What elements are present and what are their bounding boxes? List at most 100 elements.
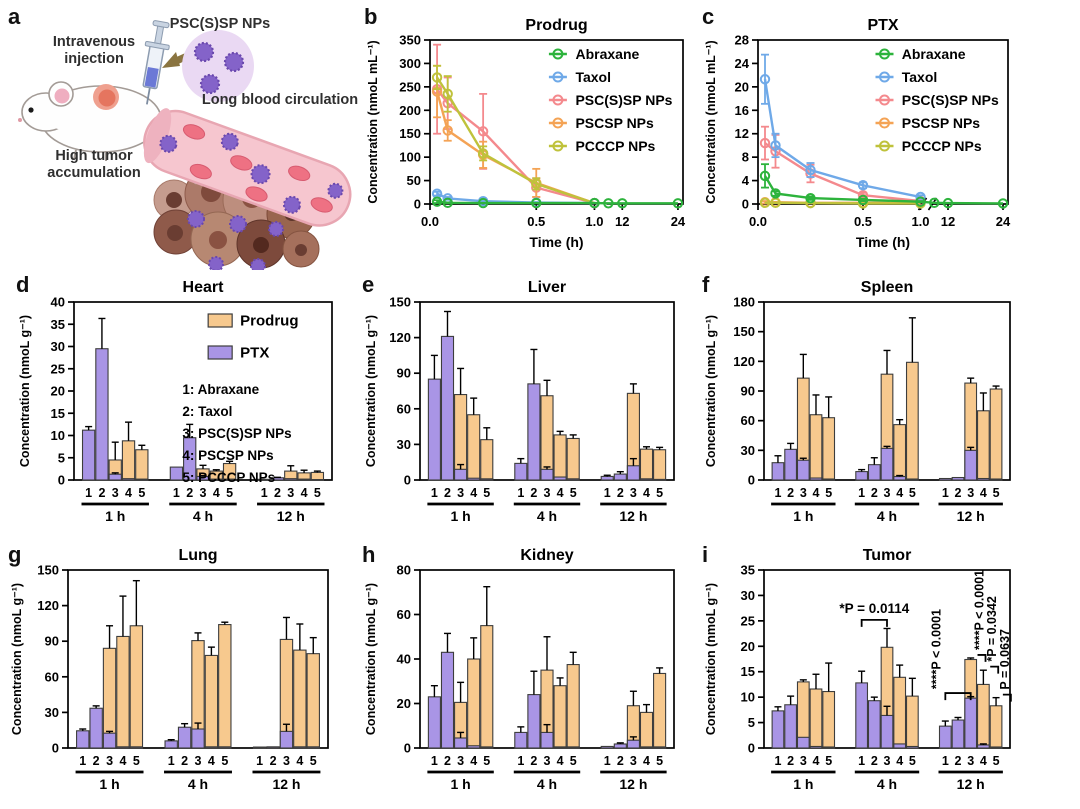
bar-ptx: [440, 335, 455, 481]
legend-swatch: [207, 345, 233, 360]
bar-ptx: [855, 471, 869, 481]
bar-ptx: [514, 462, 528, 481]
y-tick-label: 20: [741, 639, 755, 654]
panel-i-tumor-chart: i Tumor 0 5 10 15 20 25 30 35 Concentration (nmoL…: [700, 542, 1076, 806]
bar-ptx: [164, 740, 178, 749]
x-tick-label: 5: [133, 754, 140, 768]
bar-ptx: [639, 746, 654, 749]
x-tick-label: 1: [431, 754, 438, 768]
x-tick-label: 2: [617, 486, 624, 500]
lung-bar-chart: Lung 0 30 60 90 120 150 Concentration (nmoL g⁻¹…: [10, 547, 329, 792]
bar-prodrug: [653, 449, 667, 481]
bar-ptx: [121, 478, 136, 481]
bar-prodrug: [822, 690, 836, 749]
chart-title: PTX: [867, 17, 898, 34]
y-tick-label: 60: [741, 413, 755, 428]
mouse-nose: [18, 118, 22, 122]
bar-ptx: [89, 707, 103, 749]
x-tick-label: 1: [517, 486, 524, 500]
x-tick-label: 2: [955, 486, 962, 500]
x-tick-label: 24: [671, 214, 686, 229]
x-tick-label: 1: [256, 754, 263, 768]
y-axis-label: Concentration (nmoL mL⁻¹): [366, 40, 380, 203]
bar-ptx: [822, 478, 836, 481]
x-tick-label: 24: [996, 214, 1011, 229]
bar-prodrug: [467, 414, 481, 481]
bar-ptx: [297, 478, 311, 481]
legend-item: PSCSP NPs: [575, 115, 654, 131]
y-tick-label: 25: [741, 613, 755, 628]
y-tick-label: 120: [733, 354, 755, 369]
bar-ptx: [527, 694, 541, 749]
legend-item: PSC(S)SP NPs: [902, 92, 999, 108]
x-tick-label: 4: [557, 486, 564, 500]
bar-ptx: [279, 730, 294, 749]
x-tick-label: 4: [980, 754, 987, 768]
bar-ptx: [116, 746, 130, 749]
mouse-eye: [28, 107, 34, 113]
bar-ptx: [454, 737, 468, 749]
y-tick-label: 90: [397, 366, 411, 381]
prodrug-line-chart: Prodrug 0 50 100 150 200 250 300 350 Concentratio…: [366, 17, 686, 250]
x-tick-label: 5: [656, 754, 663, 768]
bar-prodrug: [809, 414, 823, 481]
y-tick-label: 8: [742, 150, 749, 165]
y-axis-label: Concentration (nmoL g⁻¹): [704, 583, 718, 735]
series-line: [436, 88, 595, 205]
x-tick-label: 2: [955, 754, 962, 768]
bar-prodrug: [480, 625, 494, 749]
ptx-line-chart: PTX 0 4 8 12 16 20 24 28 Concentration (nmoL mL⁻¹…: [704, 17, 1011, 250]
bar-ptx: [784, 448, 798, 481]
x-tick-label: 12: [941, 214, 955, 229]
bar-ptx: [135, 478, 149, 481]
x-tick-label: 3: [800, 486, 807, 500]
x-tick-label: 3: [287, 486, 294, 500]
x-tick-label: 2: [98, 486, 105, 500]
x-tick-label: 3: [630, 754, 637, 768]
x-tick-label: 3: [106, 754, 113, 768]
data-point: [603, 198, 614, 209]
y-tick-label: 60: [397, 401, 411, 416]
x-tick-label: 4: [296, 754, 303, 768]
bar-prodrug: [905, 695, 919, 749]
x-tick-label: 12: [615, 214, 629, 229]
bar-ptx: [600, 745, 614, 749]
y-tick-label: 90: [45, 634, 59, 649]
x-tick-label: 4: [813, 486, 820, 500]
x-tick-label: 5: [993, 754, 1000, 768]
bar-ptx: [467, 745, 481, 749]
x-tick-label: 1.0: [585, 214, 603, 229]
x-tick-label: 4: [643, 754, 650, 768]
x-tick-label: 3: [457, 486, 464, 500]
legend-item: Abraxane: [575, 46, 639, 62]
bar-prodrug: [467, 658, 481, 749]
x-tick-label: 1: [942, 486, 949, 500]
bar-prodrug: [653, 672, 667, 749]
y-axis-label: Concentration (nmoL mL⁻¹): [704, 40, 718, 203]
y-tick-label: 0: [742, 197, 749, 212]
panel-d-heart-chart: d Heart 0 5 10 15 20 25 30 35 40 Concentration (nm…: [14, 272, 358, 538]
panel-a: a: [6, 4, 358, 270]
x-tick-label: 1: [517, 754, 524, 768]
x-tick-label: 4: [813, 754, 820, 768]
bar-ptx: [600, 475, 614, 481]
x-tick-label: 1: [261, 486, 268, 500]
bar-ptx: [540, 731, 554, 749]
y-tick-label: 10: [741, 690, 755, 705]
x-tick-label: 4: [213, 486, 220, 500]
x-tick-label: 2: [444, 486, 451, 500]
bar-prodrug: [218, 624, 232, 749]
series-line: [763, 175, 1004, 205]
injection-label-line1: Intravenous: [53, 34, 135, 50]
legend-numbering: 1: Abraxane: [182, 382, 259, 397]
bar-prodrug: [905, 361, 919, 481]
bar-ptx: [169, 466, 184, 481]
bar-ptx: [989, 746, 1003, 749]
x-axis-label: Time (h): [529, 234, 583, 250]
x-tick-label: 2: [787, 486, 794, 500]
x-tick-label: 5: [825, 486, 832, 500]
bar-prodrug: [566, 437, 580, 481]
x-tick-label: 3: [967, 754, 974, 768]
